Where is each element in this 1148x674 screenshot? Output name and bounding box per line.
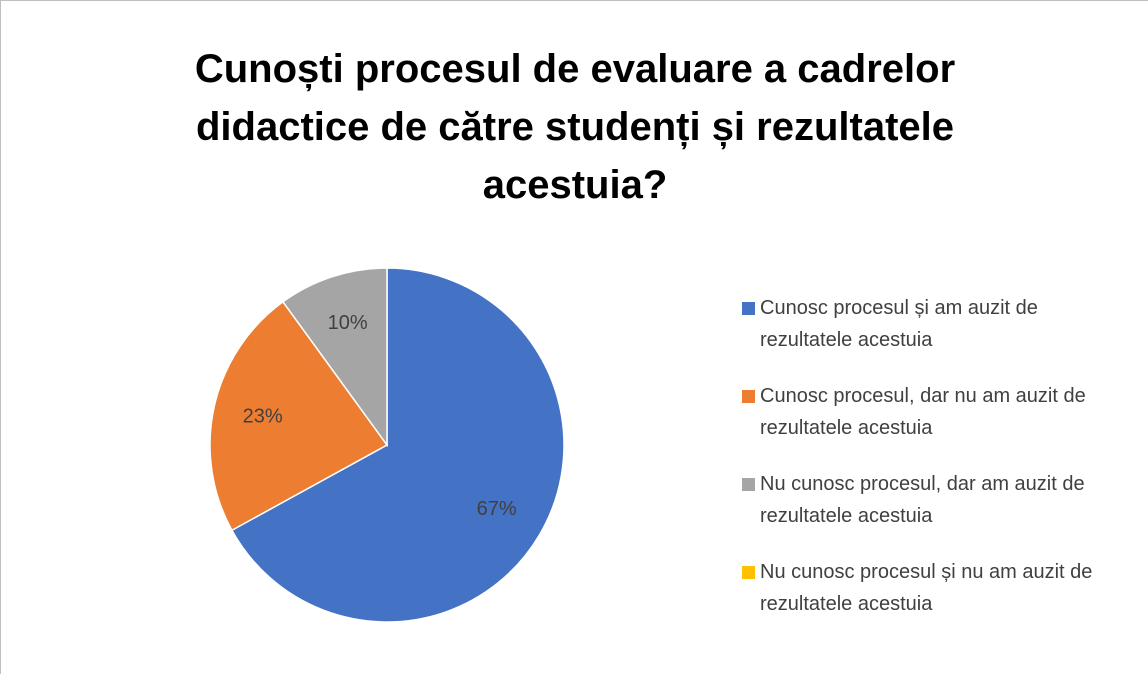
chart-title: Cunoști procesul de evaluare a cadrelor … <box>194 47 956 207</box>
legend-entry: Nu cunosc procesul și nu am auzit de rez… <box>742 556 1112 644</box>
legend-swatch <box>742 478 755 491</box>
legend-label: Cunosc procesul și am auzit de rezultate… <box>760 297 1038 351</box>
pie-slice <box>209 300 389 532</box>
legend: Cunosc procesul și am auzit de rezultate… <box>742 292 1112 644</box>
legend-swatch <box>742 566 755 579</box>
legend-label: Cunosc procesul, dar nu am auzit de rezu… <box>760 385 1086 439</box>
pie-slice <box>230 267 565 623</box>
legend-swatch <box>742 390 755 403</box>
legend-entry: Cunosc procesul și am auzit de rezultate… <box>742 292 1112 380</box>
legend-entry: Nu cunosc procesul, dar am auzit de rezu… <box>742 468 1112 556</box>
pie-slice <box>281 267 388 448</box>
legend-label: Nu cunosc procesul, dar am auzit de rezu… <box>760 473 1085 527</box>
legend-swatch <box>742 302 755 315</box>
legend-entry: Cunosc procesul, dar nu am auzit de rezu… <box>742 380 1112 468</box>
data-label: 67% <box>477 498 517 520</box>
data-label: 23% <box>243 405 283 427</box>
legend-label: Nu cunosc procesul și nu am auzit de rez… <box>760 561 1093 615</box>
data-label: 10% <box>328 312 368 334</box>
